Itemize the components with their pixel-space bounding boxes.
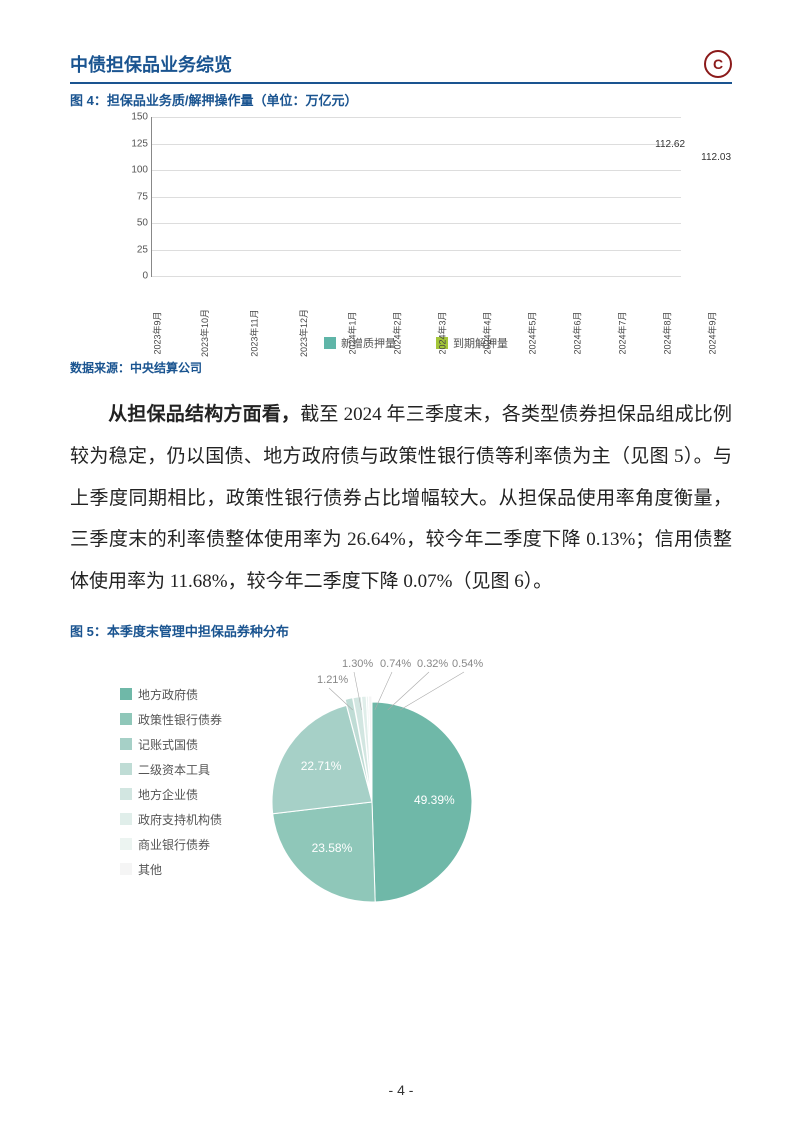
legend-swatch: [120, 863, 132, 875]
legend-swatch: [120, 838, 132, 850]
legend-swatch: [120, 688, 132, 700]
y-tick-label: 50: [137, 218, 148, 229]
pie-pct-label: 22.71%: [301, 759, 342, 773]
legend-swatch: [120, 713, 132, 725]
pie-pct-label: 49.39%: [414, 793, 455, 807]
pie-legend-item: 政策性银行债券: [120, 711, 222, 728]
pie-outside-label: 0.54%: [452, 658, 483, 670]
fig5-pie-section: 地方政府债政策性银行债券记账式国债二级资本工具地方企业债政府支持机构债商业银行债…: [70, 652, 732, 912]
y-tick-label: 125: [131, 138, 148, 149]
page-number: - 4 -: [0, 1082, 802, 1098]
pie-legend-item: 其他: [120, 861, 222, 878]
legend-swatch: [120, 813, 132, 825]
fig5-title: 图 5：本季度末管理中担保品券种分布: [70, 621, 732, 640]
legend-label: 地方政府债: [138, 686, 198, 703]
y-tick-label: 150: [131, 112, 148, 123]
y-tick-label: 25: [137, 244, 148, 255]
x-tick-label: 2023年11月: [248, 309, 304, 356]
body-lead: 从担保品结构方面看，: [108, 404, 300, 425]
header-title: 中债担保品业务综览: [70, 51, 232, 77]
bar-annotation: 112.62: [655, 139, 685, 150]
page-header: 中债担保品业务综览 C: [70, 50, 732, 84]
logo-icon: C: [704, 50, 732, 78]
pie-legend-item: 二级资本工具: [120, 761, 222, 778]
pie-legend-item: 记账式国债: [120, 736, 222, 753]
pie-outside-label: 1.30%: [342, 658, 373, 670]
fig4-title: 图 4：担保品业务质/解押操作量（单位：万亿元）: [70, 90, 732, 109]
legend-swatch: [120, 763, 132, 775]
pie-legend-item: 政府支持机构债: [120, 811, 222, 828]
legend-label: 政策性银行债券: [138, 711, 222, 728]
legend-swatch: [120, 738, 132, 750]
legend-label: 记账式国债: [138, 736, 198, 753]
fig4-bar-chart: 0255075100125150 112.62112.03 2023年9月202…: [121, 117, 681, 351]
fig4-source: 数据来源：中央结算公司: [70, 359, 732, 376]
bar-annotation: 112.03: [701, 152, 731, 163]
pie-legend: 地方政府债政策性银行债券记账式国债二级资本工具地方企业债政府支持机构债商业银行债…: [120, 686, 222, 878]
pie-legend-item: 商业银行债券: [120, 836, 222, 853]
legend-label: 地方企业债: [138, 786, 198, 803]
pie-outside-label: 1.21%: [317, 674, 348, 686]
legend-label: 其他: [138, 861, 162, 878]
body-rest: 截至 2024 年三季度末，各类型债券担保品组成比例较为稳定，仍以国债、地方政府…: [70, 404, 732, 592]
body-paragraph: 从担保品结构方面看，截至 2024 年三季度末，各类型债券担保品组成比例较为稳定…: [70, 394, 732, 603]
pie-chart: 49.39% 23.58% 22.71% 1.30% 0.74% 0.32% 0.54% 1.…: [242, 652, 502, 912]
pie-outside-label: 0.32%: [417, 658, 448, 670]
legend-label: 二级资本工具: [138, 761, 210, 778]
legend-label: 商业银行债券: [138, 836, 210, 853]
legend-label: 政府支持机构债: [138, 811, 222, 828]
y-tick-label: 0: [142, 271, 148, 282]
legend-swatch: [120, 788, 132, 800]
pie-pct-label: 23.58%: [312, 841, 353, 855]
x-tick-label: 2024年9月: [705, 311, 761, 354]
pie-legend-item: 地方政府债: [120, 686, 222, 703]
pie-outside-label: 0.74%: [380, 658, 411, 670]
pie-legend-item: 地方企业债: [120, 786, 222, 803]
y-tick-label: 75: [137, 191, 148, 202]
y-tick-label: 100: [131, 165, 148, 176]
x-tick-label: 2023年10月: [198, 309, 254, 357]
